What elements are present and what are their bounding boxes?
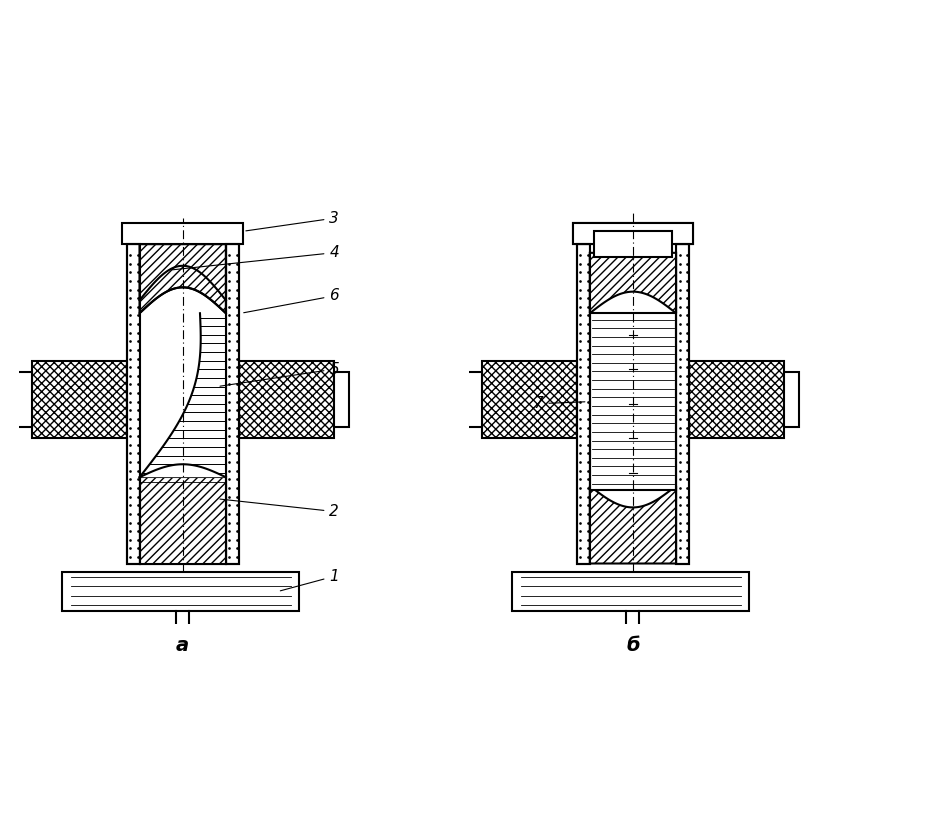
Bar: [467, 372, 482, 426]
Bar: [572, 222, 693, 244]
Bar: [482, 361, 577, 438]
Bar: [123, 223, 242, 243]
Bar: [590, 313, 676, 490]
Polygon shape: [140, 244, 226, 313]
Text: 5: 5: [220, 362, 340, 387]
Bar: [17, 372, 32, 426]
Bar: [140, 477, 226, 563]
Bar: [572, 222, 693, 244]
Bar: [140, 313, 226, 477]
Bar: [577, 244, 590, 563]
Bar: [676, 244, 689, 563]
Bar: [676, 244, 689, 563]
Text: 7: 7: [534, 397, 585, 412]
Bar: [127, 244, 140, 563]
Polygon shape: [140, 464, 226, 477]
Bar: [127, 244, 140, 563]
Bar: [590, 244, 676, 563]
Polygon shape: [140, 287, 226, 313]
Text: 1: 1: [280, 569, 340, 591]
Bar: [140, 486, 226, 563]
Bar: [140, 301, 226, 486]
Bar: [140, 244, 226, 563]
Bar: [226, 244, 239, 563]
Polygon shape: [590, 486, 676, 563]
Text: 6: 6: [244, 288, 340, 312]
Text: 2: 2: [220, 499, 340, 519]
Bar: [334, 372, 349, 426]
Bar: [594, 232, 672, 257]
Bar: [512, 572, 749, 611]
Bar: [239, 361, 334, 438]
Bar: [577, 244, 590, 563]
Bar: [140, 244, 226, 301]
Text: 4: 4: [173, 245, 340, 270]
Polygon shape: [590, 253, 676, 313]
Bar: [784, 372, 799, 426]
Bar: [122, 222, 243, 244]
Text: 3: 3: [246, 211, 340, 231]
Bar: [689, 361, 784, 438]
Bar: [62, 572, 299, 611]
Text: а: а: [176, 636, 189, 655]
Polygon shape: [140, 313, 201, 477]
Bar: [32, 361, 127, 438]
Bar: [226, 244, 239, 563]
Text: б: б: [627, 636, 640, 655]
Bar: [140, 244, 226, 313]
